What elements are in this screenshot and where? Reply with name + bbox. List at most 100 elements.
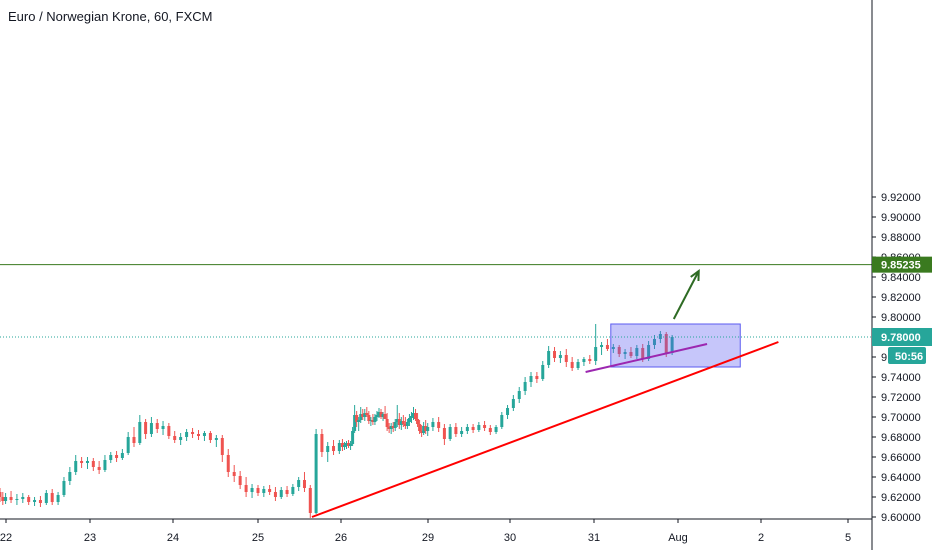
candle-body	[361, 414, 365, 417]
target-price-badge	[872, 256, 932, 273]
candle-body	[357, 420, 361, 422]
candle-body	[149, 423, 153, 434]
candle-body	[375, 415, 379, 417]
candle-body	[273, 492, 277, 497]
candle-body	[401, 421, 405, 424]
candle-body	[420, 431, 424, 433]
y-tick-label: 9.90000	[881, 212, 921, 224]
candle-body	[285, 490, 289, 494]
candle-body	[342, 445, 346, 447]
candle-body	[465, 427, 469, 431]
x-tick-label: 31	[588, 532, 600, 544]
candle-body	[600, 345, 604, 347]
candle-body	[397, 419, 401, 425]
x-tick-label: 25	[252, 532, 264, 544]
current-price-label: 9.78000	[881, 332, 921, 344]
candle-body	[576, 362, 580, 368]
y-tick-label: 9.72000	[881, 392, 921, 404]
support-trendline[interactable]	[311, 341, 779, 518]
candle-body	[553, 351, 557, 358]
candle-body	[161, 426, 165, 429]
candle-body	[120, 453, 124, 458]
y-tick-label: 9.70000	[881, 412, 921, 424]
candle-body	[132, 437, 136, 443]
candle-body	[477, 425, 481, 430]
consolidation-rectangle[interactable]	[610, 323, 741, 368]
candle-body	[226, 455, 230, 472]
candle-body	[523, 382, 527, 391]
candle-body	[332, 446, 336, 451]
candle-body	[214, 438, 218, 440]
y-tick-label: 9.74000	[881, 372, 921, 384]
candle-body	[179, 437, 183, 440]
candle-body	[4, 497, 8, 501]
y-tick-label: 9.68000	[881, 432, 921, 444]
x-tick-label: 24	[167, 532, 179, 544]
candle-body	[381, 414, 385, 417]
candle-body	[488, 428, 492, 432]
candle-body	[418, 424, 422, 431]
y-tick-label: 9.60000	[881, 512, 921, 524]
candle-body	[389, 426, 393, 429]
candle-body	[27, 497, 31, 502]
candle-body	[15, 499, 19, 500]
candle-body	[365, 413, 369, 415]
candle-body	[349, 444, 353, 446]
candle-body	[416, 419, 420, 424]
candle-body	[202, 433, 206, 436]
candle-body	[426, 427, 430, 431]
candle-body	[547, 351, 551, 365]
candle-body	[437, 422, 441, 428]
candle-body	[517, 391, 521, 399]
candle-body	[483, 425, 487, 428]
y-tick-label: 9.84000	[881, 272, 921, 284]
candle-body	[109, 455, 113, 460]
candle-body	[454, 427, 458, 434]
candle-body	[379, 412, 383, 417]
candle-body	[85, 461, 89, 463]
candle-body	[340, 443, 344, 447]
candle-body	[635, 348, 639, 356]
candle-body	[326, 446, 330, 452]
candle-body	[21, 497, 25, 499]
candle-body	[62, 481, 66, 495]
candle-body	[367, 415, 371, 421]
candle-body	[126, 437, 130, 453]
candle-body	[33, 500, 37, 502]
candle-body	[471, 427, 475, 430]
candle-body	[393, 422, 397, 428]
y-tick-label: 9.64000	[881, 472, 921, 484]
x-tick-label: Aug	[668, 532, 688, 544]
candle-body	[541, 365, 545, 379]
x-tick-label: 30	[504, 532, 516, 544]
candle-body	[56, 495, 60, 502]
candle-body	[564, 355, 568, 362]
candle-body	[594, 347, 598, 361]
arrow-shaft[interactable]	[672, 270, 700, 320]
candle-body	[500, 415, 504, 427]
y-tick-label: 9.88000	[881, 232, 921, 244]
candle-body	[144, 422, 148, 434]
candle-body	[115, 455, 119, 458]
candle-body	[407, 418, 411, 422]
y-tick-label: 9.66000	[881, 452, 921, 464]
chart-title: Euro / Norwegian Krone, 60, FXCM	[8, 9, 213, 24]
candle-body	[442, 428, 446, 439]
target-price-label: 9.85235	[881, 260, 921, 272]
candle-body	[0, 492, 2, 497]
price-axis[interactable]: 9.920009.900009.880009.860009.840009.820…	[871, 0, 932, 550]
candle-body	[424, 426, 428, 431]
x-tick-label: 5	[845, 532, 851, 544]
candle-body	[605, 345, 609, 349]
wedge-trendline[interactable]	[585, 343, 708, 373]
time-axis[interactable]: 22 23 24 25 26 29 30 31 Aug 2 5	[0, 518, 872, 544]
candle-body	[314, 434, 318, 513]
y-tick-label: 9.82000	[881, 292, 921, 304]
candle-body	[529, 376, 533, 382]
candle-body	[302, 480, 306, 488]
countdown-label: 50:56	[895, 351, 923, 363]
candle-body	[138, 422, 142, 443]
candle-body	[74, 461, 78, 472]
